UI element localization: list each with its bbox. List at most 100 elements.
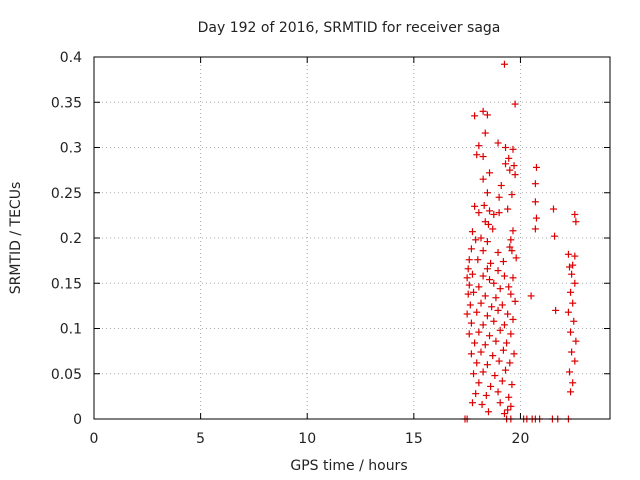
data-points: [461, 60, 580, 423]
data-point: [477, 234, 485, 242]
data-point: [464, 265, 472, 273]
data-point: [486, 207, 494, 215]
data-point: [494, 267, 502, 275]
y-tick-label: 0.1: [60, 322, 82, 338]
data-point: [468, 270, 476, 278]
data-point: [507, 290, 515, 298]
y-tick-label: 0.4: [60, 50, 82, 66]
data-point: [473, 308, 481, 316]
data-point: [498, 301, 506, 309]
data-point: [531, 180, 539, 188]
data-point: [472, 236, 480, 244]
data-point: [465, 281, 473, 289]
data-point: [531, 225, 539, 233]
data-point: [468, 399, 476, 407]
data-point: [475, 283, 483, 291]
data-point: [510, 162, 518, 170]
data-point: [489, 352, 497, 360]
data-point: [481, 341, 489, 349]
data-point: [565, 368, 573, 376]
y-tick-label: 0: [73, 412, 82, 428]
y-tick-label: 0.35: [51, 95, 82, 111]
data-point: [505, 154, 513, 162]
data-point: [473, 151, 481, 159]
data-point: [464, 290, 472, 298]
data-point: [481, 129, 489, 137]
data-point: [496, 399, 504, 407]
data-point: [498, 377, 506, 385]
data-point: [507, 330, 515, 338]
data-point: [532, 214, 540, 222]
data-point: [499, 258, 507, 266]
chart-title: Day 192 of 2016, SRMTID for receiver sag…: [198, 20, 501, 36]
data-point: [490, 279, 498, 287]
data-point: [502, 160, 510, 168]
data-point: [571, 357, 579, 365]
data-point: [479, 321, 487, 329]
data-point: [504, 310, 512, 318]
data-point: [552, 306, 560, 314]
data-point: [479, 368, 487, 376]
data-point: [488, 303, 496, 311]
data-point: [477, 299, 485, 307]
data-point: [497, 182, 505, 190]
data-point: [568, 348, 576, 356]
data-point: [508, 191, 516, 199]
data-point: [491, 372, 499, 380]
data-point: [496, 326, 504, 334]
data-point: [479, 107, 487, 115]
data-point: [465, 256, 473, 264]
data-point: [475, 142, 483, 150]
data-point: [505, 283, 513, 291]
data-point: [531, 198, 539, 206]
y-tick-label: 0.15: [51, 276, 82, 292]
data-point: [500, 321, 508, 329]
data-point: [486, 276, 494, 284]
data-point: [475, 379, 483, 387]
y-tick-label: 0.25: [51, 186, 82, 202]
data-point: [511, 297, 519, 305]
data-point: [470, 288, 478, 296]
data-point: [487, 259, 495, 267]
data-point: [507, 402, 515, 410]
data-point: [500, 410, 508, 418]
data-point: [482, 391, 490, 399]
data-point: [475, 209, 483, 217]
x-tick-label: 5: [196, 431, 205, 447]
data-point: [495, 209, 503, 217]
data-point: [567, 328, 575, 336]
data-point: [466, 301, 474, 309]
x-tick-label: 15: [405, 431, 423, 447]
data-point: [475, 328, 483, 336]
data-point: [471, 339, 479, 347]
data-point: [564, 250, 572, 258]
data-point: [487, 382, 495, 390]
data-point: [569, 261, 577, 269]
data-point: [508, 381, 516, 389]
data-point: [502, 144, 510, 151]
data-point: [490, 210, 498, 218]
data-point: [483, 189, 491, 197]
data-point: [467, 350, 475, 358]
y-axis-label: SRMTID / TECUs: [8, 182, 24, 295]
data-point: [505, 393, 513, 401]
data-point: [571, 252, 579, 260]
data-point: [499, 346, 507, 354]
data-point: [494, 306, 502, 314]
data-point: [570, 317, 578, 325]
data-point: [483, 111, 491, 119]
data-point: [467, 245, 475, 253]
data-point: [479, 175, 487, 183]
x-tick-label: 20: [512, 431, 530, 447]
x-tick-label: 0: [90, 431, 99, 447]
y-tick-label: 0.3: [60, 141, 82, 157]
data-point: [500, 272, 508, 280]
data-point: [495, 357, 503, 365]
data-point: [508, 247, 516, 255]
data-point: [511, 171, 519, 179]
data-point: [484, 220, 492, 228]
data-point: [483, 312, 491, 320]
data-point: [467, 319, 475, 327]
data-point: [572, 337, 580, 345]
